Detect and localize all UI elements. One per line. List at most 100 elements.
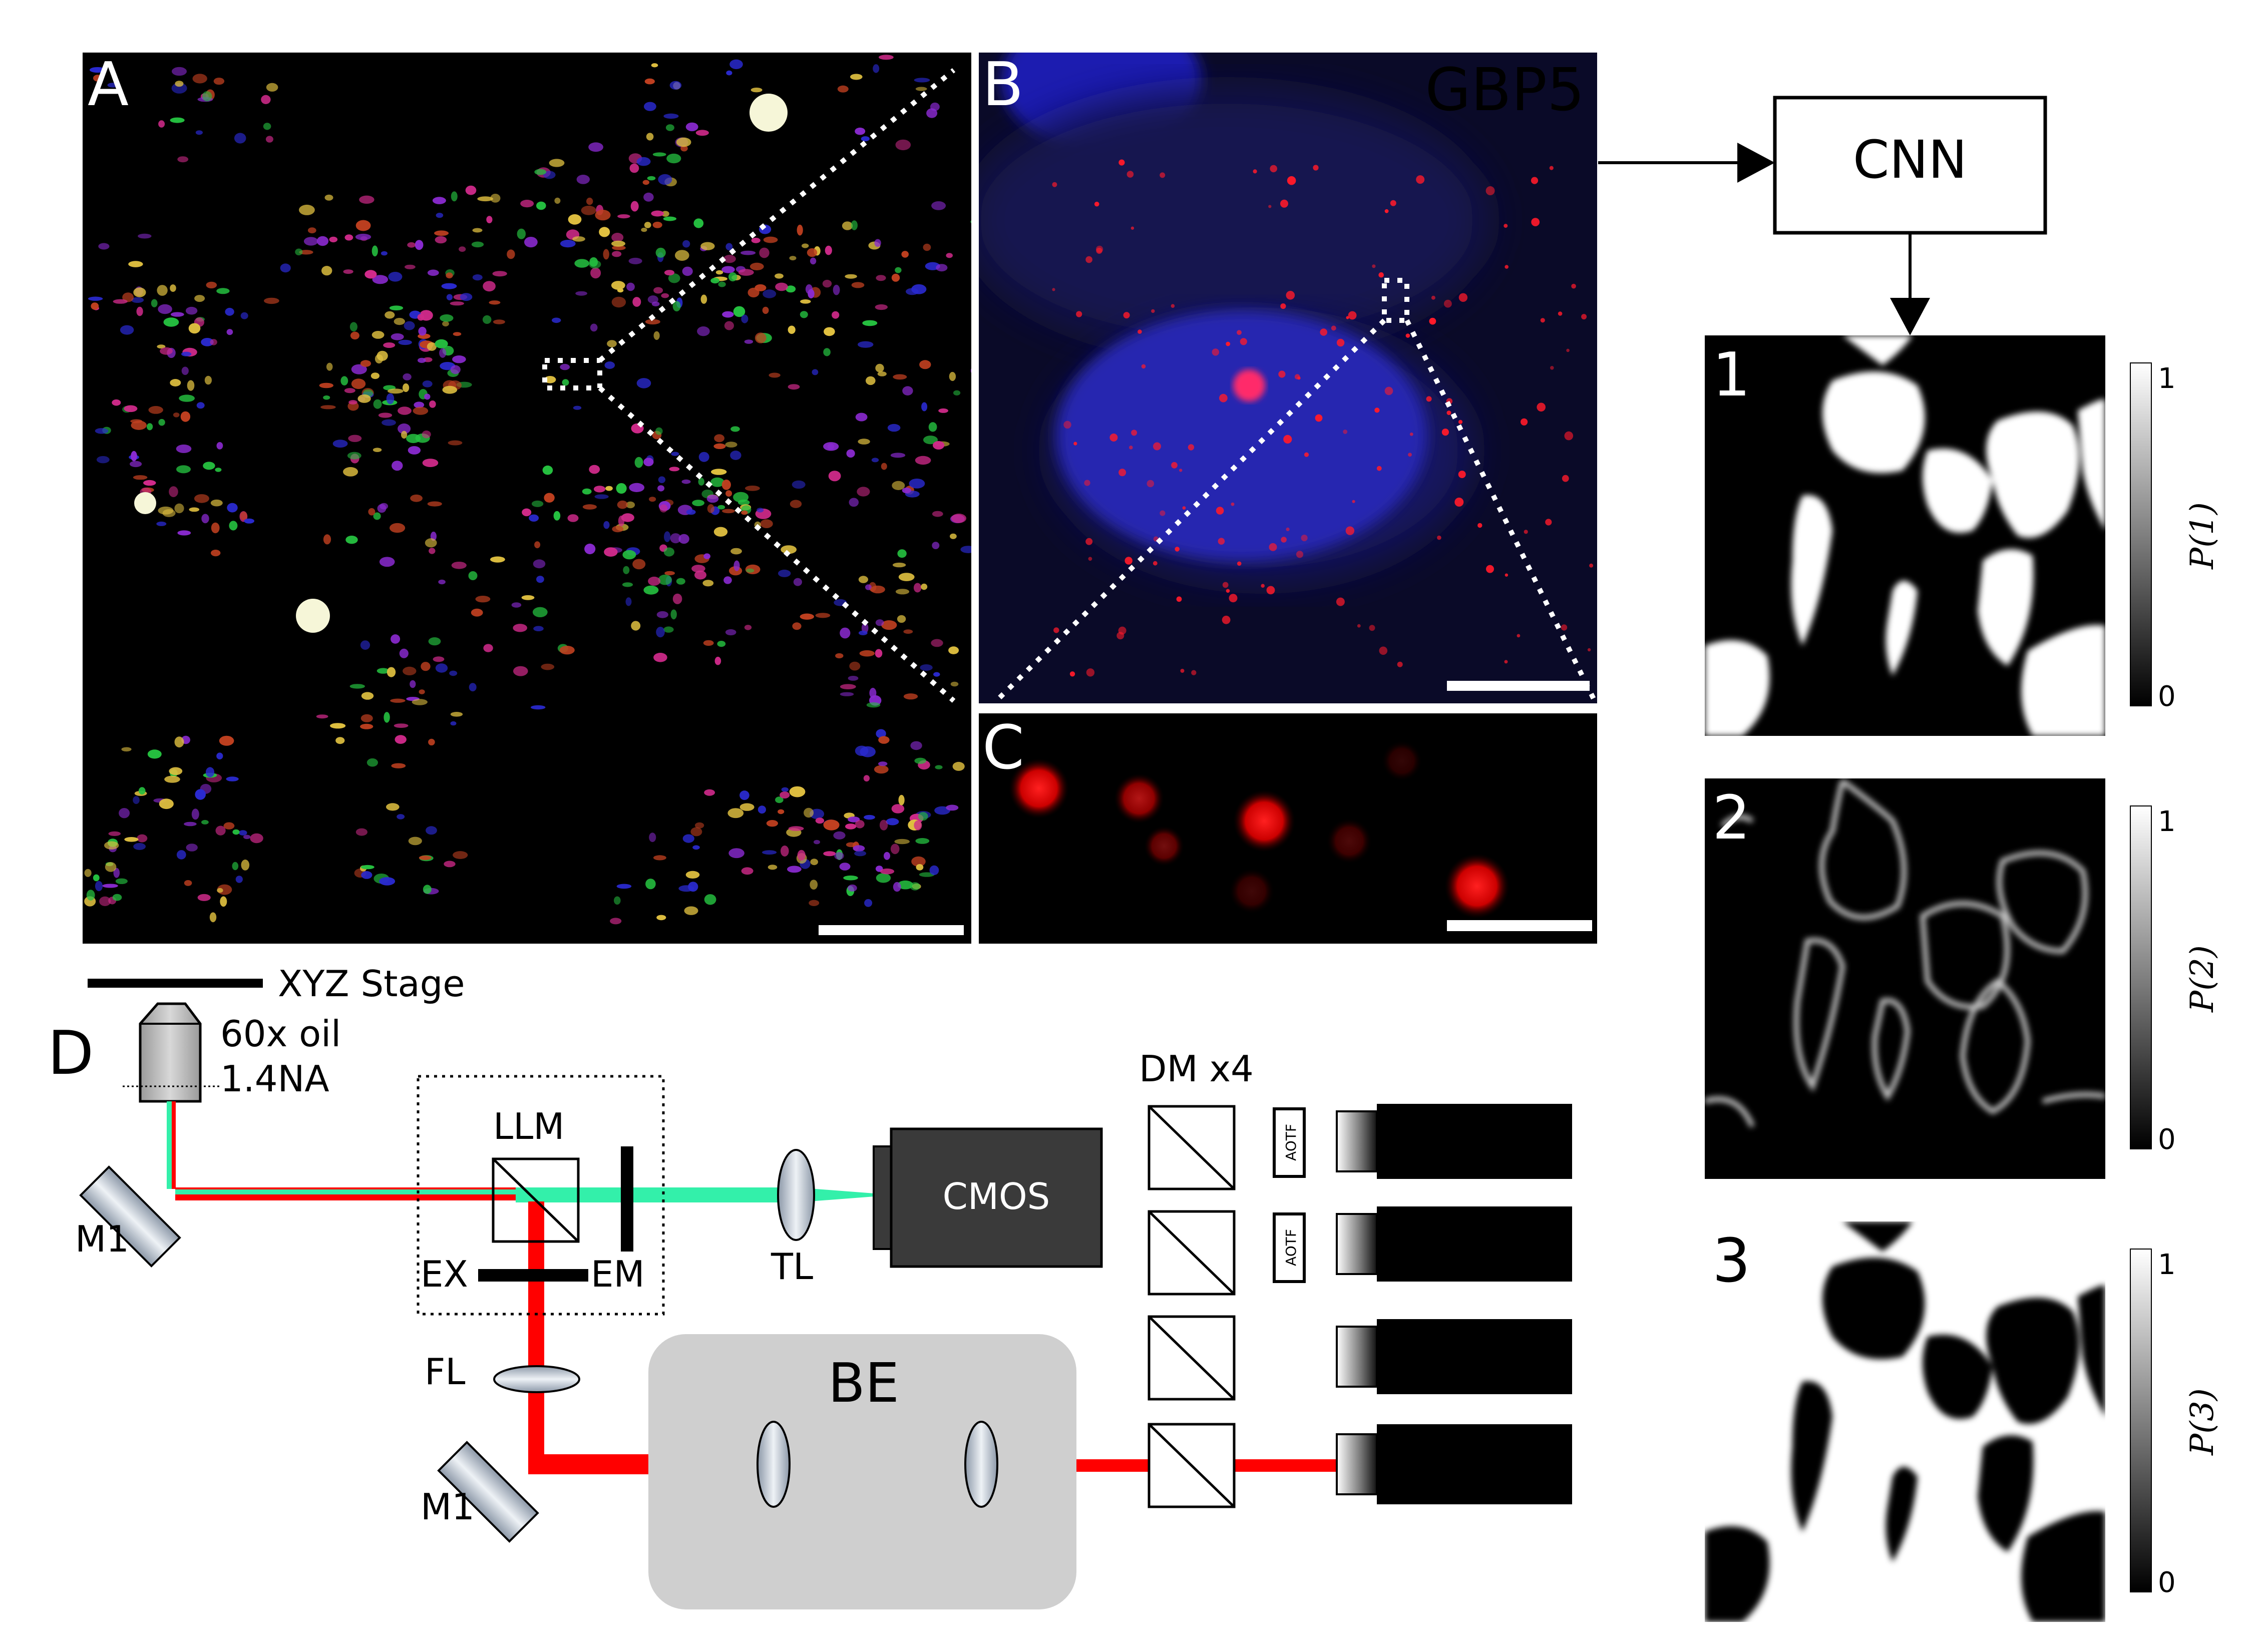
cell-spot	[453, 851, 468, 859]
cell-spot	[725, 243, 733, 251]
cell-spot	[422, 431, 431, 439]
cell-spot	[179, 394, 195, 402]
cell-spot	[195, 789, 206, 800]
cell-spot	[634, 457, 643, 468]
cell-spot	[866, 702, 881, 708]
gbp5-punctum	[1286, 527, 1290, 531]
cell-spot	[176, 850, 186, 860]
cell-spot	[843, 875, 858, 881]
zoom-box-a	[542, 358, 602, 390]
cell-spot	[659, 504, 668, 513]
nucleus-main	[1056, 310, 1427, 561]
cell-boundary	[1872, 998, 1911, 1101]
gbp5-punctum	[1269, 543, 1277, 551]
cell-spot	[532, 607, 548, 618]
cell-spot	[531, 705, 546, 710]
gbp5-punctum	[1261, 584, 1265, 588]
cell-spot	[692, 845, 700, 850]
cell-spot	[651, 63, 658, 68]
cell-spot	[970, 368, 971, 373]
cell-spot	[642, 180, 650, 185]
cell-spot	[653, 287, 663, 294]
cell-spot	[517, 228, 526, 239]
cell-spot	[32, 857, 41, 861]
cell-spot	[766, 820, 778, 827]
cell-spot	[636, 378, 651, 388]
gbp5-punctum	[1191, 670, 1197, 675]
cell-spot	[133, 796, 140, 804]
dichroic-mirror-4-diagonal	[1148, 1423, 1235, 1508]
cell-spot	[414, 401, 425, 408]
colorbar-2-label: P(2)	[2184, 945, 2221, 1013]
cell-spot	[169, 767, 183, 775]
cell-spot	[191, 808, 199, 820]
cell-spot	[704, 894, 716, 905]
cell-spot	[344, 388, 355, 393]
gbp5-punctum	[1558, 311, 1563, 316]
cell-spot	[775, 796, 784, 803]
cell-spot	[544, 493, 555, 503]
cell-spot	[490, 194, 501, 203]
emission-beam-to-lens	[631, 1187, 791, 1202]
cell-spot	[451, 191, 458, 202]
cell-spot	[675, 250, 689, 261]
cell-spot	[855, 745, 869, 756]
cell-spot	[533, 626, 544, 631]
cell-boundary	[1794, 938, 1845, 1092]
cell-spot	[541, 663, 555, 670]
cell-spot	[898, 794, 905, 805]
beam-expander-lens-1	[757, 1421, 791, 1508]
cell-spot	[534, 541, 541, 549]
gbp5-punctum	[1331, 325, 1336, 331]
laser-2-head	[1336, 1213, 1378, 1275]
cell-spot	[156, 521, 167, 526]
cell-spot	[428, 738, 435, 745]
cell-spot	[618, 515, 625, 527]
cell-spot	[147, 423, 153, 431]
cell-spot	[970, 220, 971, 224]
cell-spot	[935, 765, 943, 769]
cell-spot	[625, 597, 632, 606]
cell-spot	[611, 233, 624, 242]
cell-spot	[368, 508, 376, 516]
cell-spot	[651, 301, 660, 306]
cell-spot	[348, 400, 357, 404]
cell-spot	[164, 775, 180, 783]
cell-spot	[874, 765, 889, 774]
cell-spot	[434, 230, 449, 236]
cell-spot	[574, 259, 589, 268]
cell-spot	[894, 839, 910, 845]
cell-spot	[316, 714, 328, 719]
cell-spot	[915, 456, 931, 465]
cell-spot	[210, 499, 223, 507]
cell-spot	[86, 890, 95, 901]
cell-spot	[373, 399, 382, 409]
cell-spot	[335, 737, 345, 744]
cell-spot	[918, 812, 928, 821]
gbp5-punctum	[1426, 396, 1432, 402]
cell-spot	[807, 248, 818, 257]
cell-spot	[216, 442, 223, 450]
gbp5-punctum	[1294, 374, 1300, 379]
cell-spot	[768, 865, 778, 870]
gbp5-punctum	[1357, 624, 1361, 628]
cell-spot	[426, 826, 437, 835]
gbp5-punctum	[1118, 159, 1125, 166]
laser-4-head	[1336, 1433, 1378, 1495]
cell-spot	[762, 306, 769, 314]
cell-spot	[678, 534, 689, 544]
cell-blob	[1978, 549, 2034, 666]
cell-spot	[159, 798, 174, 809]
cell-spot	[710, 477, 724, 487]
cell-spot	[413, 406, 429, 415]
cell-spot	[158, 304, 172, 314]
gbp5-punctum	[1458, 293, 1468, 302]
cell-spot	[903, 693, 918, 700]
colorbar-1-label: P(1)	[2184, 502, 2221, 570]
cell-spot	[891, 273, 900, 282]
cell-spot	[343, 269, 353, 274]
cell-spot	[182, 17, 193, 25]
cell-spot	[441, 283, 457, 289]
cell-spot	[419, 856, 432, 860]
cell-spot	[933, 672, 940, 677]
